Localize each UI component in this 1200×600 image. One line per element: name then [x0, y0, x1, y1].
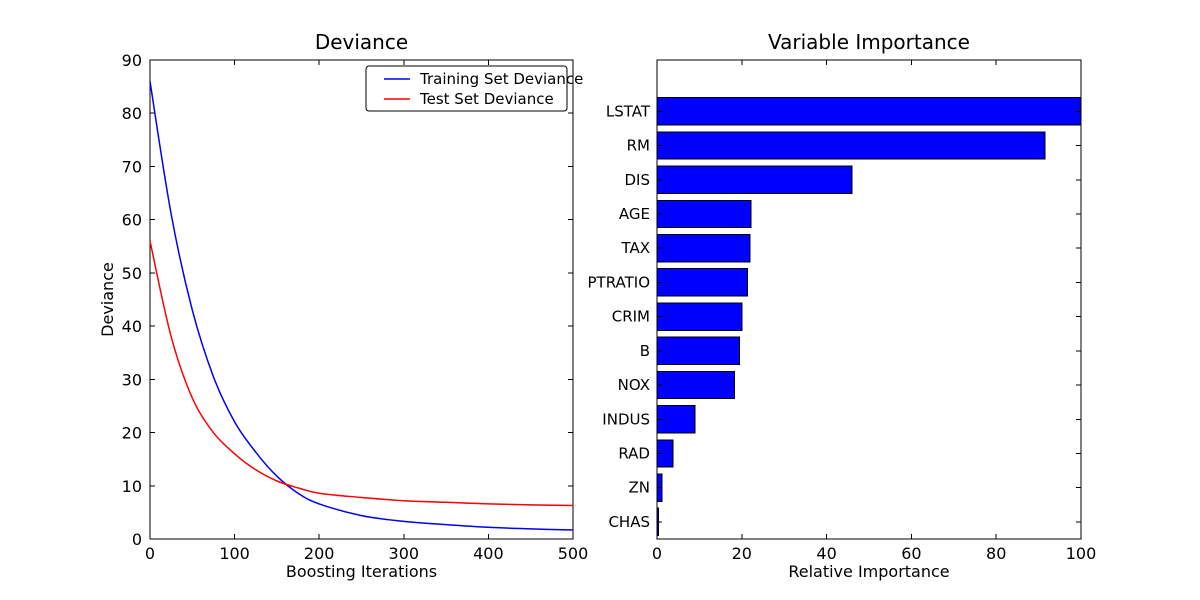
category-label-crim: CRIM — [612, 308, 650, 326]
category-label-lstat: LSTAT — [606, 102, 651, 120]
category-label-tax: TAX — [620, 239, 650, 257]
y-tick-label: 70 — [122, 157, 142, 176]
deviance-y-axis-label: Deviance — [98, 262, 117, 337]
x-tick-label: 0 — [145, 544, 155, 563]
deviance-title: Deviance — [314, 30, 409, 54]
x-tick-label: 0 — [652, 544, 662, 563]
category-label-ptratio: PTRATIO — [587, 273, 650, 291]
category-label-b: B — [640, 342, 650, 360]
category-label-chas: CHAS — [608, 513, 650, 531]
legend: Training Set Deviance Test Set Deviance — [365, 65, 583, 112]
category-label-nox: NOX — [618, 376, 650, 394]
legend-box — [365, 65, 568, 112]
category-label-rad: RAD — [618, 444, 650, 462]
x-tick-label: 200 — [304, 544, 335, 563]
y-tick-label: 60 — [122, 211, 142, 230]
importance-plot: 0 20 40 60 80 100 LSTAT RM DIS AGE TAX PTRATIO CRIM B… — [587, 59, 1097, 563]
x-tick-label: 100 — [219, 544, 250, 563]
x-tick-label: 40 — [816, 544, 836, 563]
importance-bar-nox — [656, 370, 736, 400]
deviance-plot: 0 100 200 300 400 500 0 10 20 30 40 50 60 70 80 90 Devia… — [98, 51, 588, 563]
importance-bar-b — [656, 336, 740, 366]
importance-bar-age — [656, 199, 752, 229]
training-set-deviance-curve — [149, 81, 574, 531]
y-tick-label: 10 — [122, 477, 142, 496]
category-label-indus: INDUS — [602, 410, 650, 428]
y-tick-label: 0 — [132, 530, 142, 549]
importance-plot-frame — [656, 59, 1082, 540]
test-set-deviance-curve — [149, 240, 574, 507]
relative-importance-axis-label: Relative Importance — [788, 562, 950, 581]
category-label-age: AGE — [619, 205, 650, 223]
category-label-dis: DIS — [625, 171, 651, 189]
importance-bar-ptratio — [656, 268, 749, 297]
x-tick-label: 100 — [1066, 544, 1097, 563]
deviance-plot-frame — [149, 59, 574, 540]
y-tick-label: 50 — [122, 264, 142, 283]
variable-importance-title: Variable Importance — [768, 30, 970, 54]
x-tick-label: 500 — [558, 544, 589, 563]
y-tick-label: 40 — [122, 317, 142, 336]
y-tick-label: 30 — [122, 370, 142, 389]
importance-bar-tax — [656, 233, 751, 263]
y-tick-label: 20 — [122, 424, 142, 443]
y-tick-label: 90 — [122, 51, 142, 70]
legend-label-test-set-deviance: Test Set Deviance — [419, 90, 554, 108]
category-label-zn: ZN — [629, 479, 651, 497]
x-tick-label: 60 — [901, 544, 921, 563]
importance-bar-indus — [656, 405, 696, 434]
x-tick-label: 20 — [732, 544, 752, 563]
legend-label-training-set-deviance: Training Set Deviance — [419, 70, 583, 88]
x-tick-label: 80 — [986, 544, 1006, 563]
x-tick-label: 400 — [473, 544, 504, 563]
y-tick-label: 80 — [122, 104, 142, 123]
importance-bar-crim — [656, 302, 743, 331]
boosting-iterations-axis-label: Boosting Iterations — [285, 562, 438, 581]
importance-bar-dis — [656, 165, 853, 194]
importance-bar-rm — [656, 131, 1046, 160]
x-tick-label: 300 — [389, 544, 420, 563]
importance-bar-lstat — [656, 97, 1082, 126]
category-label-rm: RM — [627, 137, 650, 155]
